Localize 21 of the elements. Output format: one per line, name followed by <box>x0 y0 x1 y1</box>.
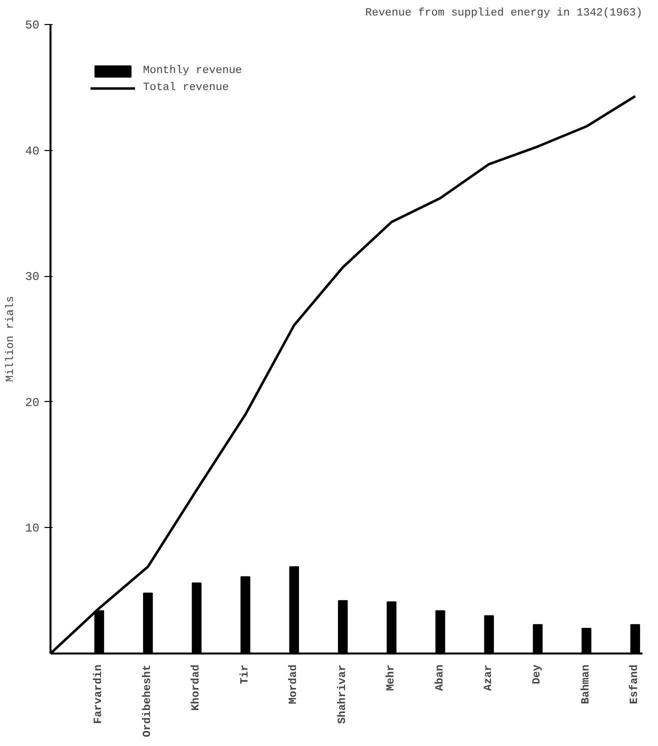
x-tick-label: Tir <box>239 664 252 684</box>
x-tick-label: Khordad <box>190 664 203 711</box>
y-tick-label: 20 <box>25 396 40 410</box>
x-tick-label: Mehr <box>386 664 398 691</box>
y-axis-title: Million rials <box>5 296 18 382</box>
x-tick-label: Mordad <box>288 664 300 704</box>
x-tick-label: Azar <box>483 664 496 691</box>
y-tick-label: 50 <box>25 18 40 32</box>
legend-label: Total revenue <box>143 82 229 94</box>
y-tick-label: 40 <box>25 144 40 158</box>
x-tick-label: Aban <box>434 664 446 691</box>
x-tick-label: Ordibehesht <box>142 664 154 738</box>
y-tick-label: 10 <box>25 522 40 536</box>
x-tick-label: Shahrivar <box>336 664 349 724</box>
x-tick-label: Bahman <box>580 664 592 704</box>
legend-label: Monthly revenue <box>143 65 242 77</box>
x-tick-label: Farvardin <box>93 664 106 724</box>
chart-title: Revenue from supplied energy in 1342(1963) <box>365 8 643 20</box>
y-tick-label: 30 <box>25 270 40 284</box>
x-tick-label: Dey <box>532 664 544 684</box>
x-tick-label: Esfand <box>628 664 642 704</box>
